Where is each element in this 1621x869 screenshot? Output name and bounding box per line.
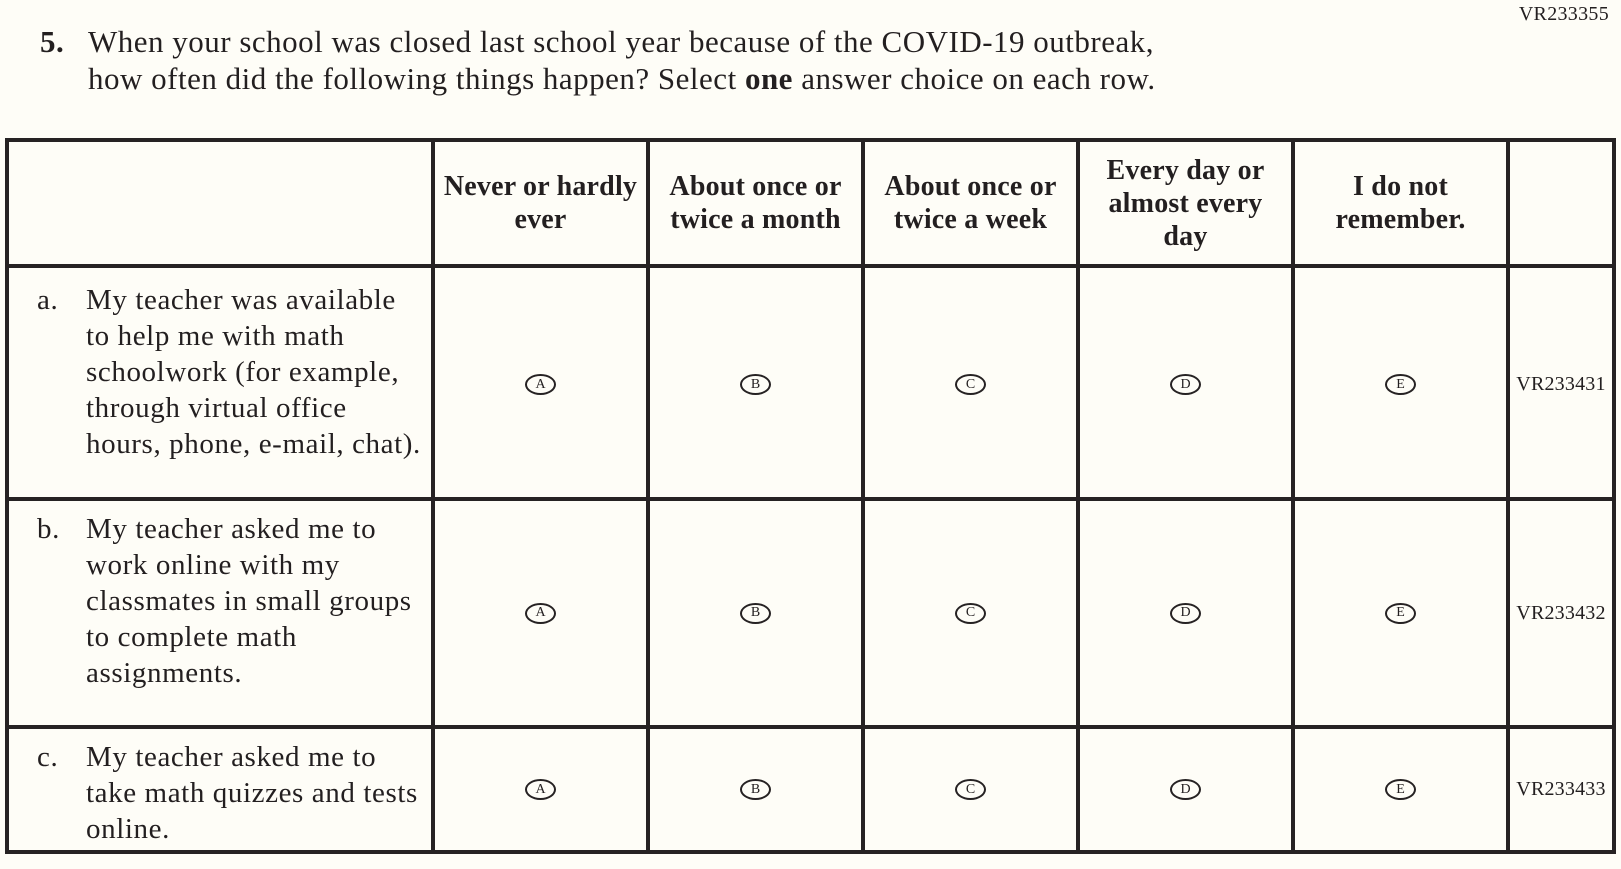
double-rule-gap <box>9 268 1612 272</box>
option-bubble-b[interactable]: B <box>740 374 771 395</box>
option-bubble-e[interactable]: E <box>1385 779 1416 800</box>
row-a-choice-cell-a: A <box>435 272 650 497</box>
row-a-choice-cell-e: E <box>1295 272 1510 497</box>
row-b-choice-cell-c: C <box>865 501 1080 725</box>
page-form-code: VR233355 <box>1518 3 1609 25</box>
question-block: 5. When your school was closed last scho… <box>40 23 1156 97</box>
table-row-c: c. My teacher asked me to take math quiz… <box>9 729 1612 850</box>
option-bubble-e[interactable]: E <box>1385 602 1416 624</box>
row-c-vr-code: VR233433 <box>1516 778 1606 800</box>
response-matrix-table: Never or hardly ever About once or twice… <box>5 138 1616 854</box>
row-c-choice-cell-a: A <box>435 729 650 850</box>
option-bubble-e[interactable]: E <box>1385 374 1416 395</box>
header-every-day: Every day or almost every day <box>1080 142 1295 264</box>
gap-cell <box>1295 268 1510 272</box>
question-line-2: how often did the following things happe… <box>88 60 1156 97</box>
option-bubble-b[interactable]: B <box>740 602 771 624</box>
header-cell-code <box>1510 142 1612 264</box>
option-bubble-d[interactable]: D <box>1170 374 1201 395</box>
row-b-letter: b. <box>37 513 60 545</box>
question-line-2-pre: how often did the following things happe… <box>88 61 745 96</box>
option-bubble-c[interactable]: C <box>955 374 986 395</box>
table-header-row: Never or hardly ever About once or twice… <box>9 142 1612 268</box>
gap-cell <box>1080 268 1295 272</box>
gap-cell <box>9 268 435 272</box>
option-bubble-c[interactable]: C <box>955 602 986 624</box>
option-bubble-c[interactable]: C <box>955 779 986 800</box>
option-bubble-a[interactable]: A <box>525 779 556 800</box>
header-cell-empty <box>9 142 435 264</box>
row-c-choice-cell-d: D <box>1080 729 1295 850</box>
question-text: When your school was closed last school … <box>88 23 1156 97</box>
question-number: 5. <box>40 24 65 59</box>
question-line-2-post: answer choice on each row. <box>792 61 1156 96</box>
row-b-vr-code: VR233432 <box>1516 601 1606 624</box>
header-once-twice-month: About once or twice a month <box>650 142 865 264</box>
header-do-not-remember: I do not remember. <box>1295 142 1510 264</box>
row-a-stem: a. My teacher was available to help me w… <box>9 272 435 497</box>
question-line-1: When your school was closed last school … <box>88 24 1154 59</box>
option-bubble-d[interactable]: D <box>1170 779 1201 800</box>
question-line-2-bold: one <box>744 61 793 96</box>
option-bubble-b[interactable]: B <box>740 779 771 800</box>
row-c-choice-cell-c: C <box>865 729 1080 850</box>
row-c-letter: c. <box>37 741 59 773</box>
gap-cell <box>435 268 650 272</box>
row-c-stem-text: My teacher asked me to take math quizzes… <box>86 741 418 845</box>
header-once-twice-week: About once or twice a week <box>865 142 1080 264</box>
option-bubble-d[interactable]: D <box>1170 602 1201 624</box>
row-b-choice-cell-b: B <box>650 501 865 725</box>
row-a-choice-cell-b: B <box>650 272 865 497</box>
header-never-or-hardly-ever: Never or hardly ever <box>435 142 650 264</box>
row-c-choice-cell-e: E <box>1295 729 1510 850</box>
row-a-choice-cell-c: C <box>865 272 1080 497</box>
option-bubble-a[interactable]: A <box>525 602 556 624</box>
gap-cell <box>865 268 1080 272</box>
table-row-a: a. My teacher was available to help me w… <box>9 272 1612 501</box>
gap-cell <box>650 268 865 272</box>
row-c-choice-cell-b: B <box>650 729 865 850</box>
row-b-stem: b. My teacher asked me to work online wi… <box>9 501 435 725</box>
row-b-choice-cell-e: E <box>1295 501 1510 725</box>
option-bubble-a[interactable]: A <box>525 374 556 395</box>
row-b-choice-cell-d: D <box>1080 501 1295 725</box>
table-row-b: b. My teacher asked me to work online wi… <box>9 501 1612 729</box>
row-a-vr-code: VR233431 <box>1516 373 1606 395</box>
row-a-stem-text: My teacher was available to help me with… <box>86 284 421 460</box>
row-b-stem-text: My teacher asked me to work online with … <box>86 513 412 689</box>
row-c-stem: c. My teacher asked me to take math quiz… <box>9 729 435 850</box>
row-b-choice-cell-a: A <box>435 501 650 725</box>
row-a-letter: a. <box>37 284 59 316</box>
row-a-choice-cell-d: D <box>1080 272 1295 497</box>
